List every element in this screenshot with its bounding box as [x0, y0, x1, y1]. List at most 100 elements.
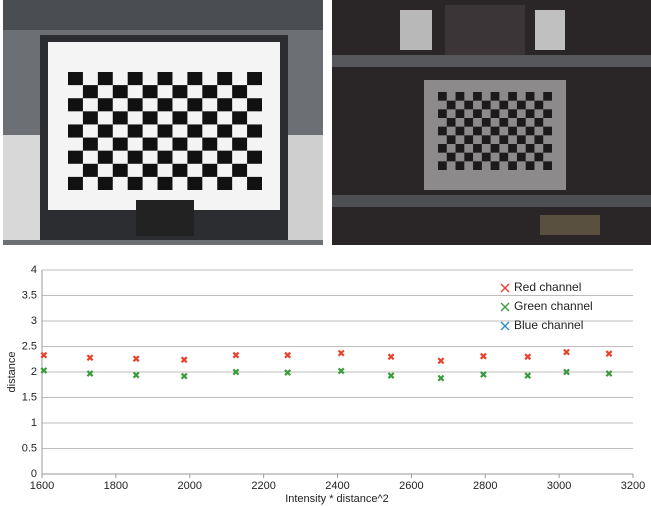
y-tick-label: 2.5	[22, 340, 37, 352]
checker-square	[456, 144, 465, 153]
checker-square	[98, 151, 113, 164]
checker-square	[473, 109, 482, 118]
checker-square	[98, 98, 113, 111]
x-tick-label: 2600	[399, 480, 423, 492]
checker-square	[526, 92, 535, 101]
checker-square	[456, 161, 465, 170]
checker-square	[543, 109, 552, 118]
x-tick-label: 1600	[30, 480, 54, 492]
shelf	[3, 0, 323, 30]
color-chart	[136, 200, 194, 236]
checker-square	[172, 164, 187, 177]
checker-square	[534, 153, 543, 162]
checker-square	[438, 92, 447, 101]
right-photo	[332, 0, 651, 245]
checker-square	[543, 92, 552, 101]
checker-square	[158, 124, 173, 137]
checker-square	[158, 98, 173, 111]
checker-square	[247, 72, 262, 85]
checker-square	[113, 111, 128, 124]
checker-square	[113, 164, 128, 177]
checker-square	[232, 85, 247, 98]
checker-square	[438, 144, 447, 153]
checker-square	[172, 138, 187, 151]
checker-square	[526, 127, 535, 136]
checker-square	[508, 92, 517, 101]
checker-square	[534, 135, 543, 144]
checker-square	[187, 151, 202, 164]
device	[400, 10, 432, 50]
checker-square	[98, 177, 113, 190]
checker-square	[158, 177, 173, 190]
checker-square	[438, 127, 447, 136]
checker-square	[232, 138, 247, 151]
checker-square	[508, 109, 517, 118]
shelf	[332, 195, 651, 207]
checker-square	[217, 98, 232, 111]
checker-square	[491, 127, 500, 136]
checker-square	[68, 98, 83, 111]
checker-square	[534, 118, 543, 127]
device	[535, 10, 565, 50]
checker-square	[491, 109, 500, 118]
checker-square	[473, 161, 482, 170]
checker-square	[247, 124, 262, 137]
legend: Red channelGreen channelBlue channel	[501, 280, 593, 332]
checker-square	[187, 98, 202, 111]
x-tick-label: 3200	[621, 480, 645, 492]
checker-square	[113, 138, 128, 151]
x-tick-label: 1800	[104, 480, 128, 492]
checker-square	[172, 111, 187, 124]
checker-square	[83, 85, 98, 98]
checker-square	[526, 161, 535, 170]
checker-square	[447, 101, 456, 110]
checker-square	[158, 72, 173, 85]
checker-square	[98, 72, 113, 85]
left-photo	[3, 0, 323, 245]
y-tick-label: 3	[31, 315, 37, 327]
checker-square	[202, 85, 217, 98]
checker-square	[491, 161, 500, 170]
checker-square	[247, 177, 262, 190]
checker-square	[517, 135, 526, 144]
checker-square	[508, 161, 517, 170]
color-chart	[445, 5, 525, 55]
legend-label: Red channel	[514, 280, 581, 294]
checker-square	[202, 164, 217, 177]
checker-square	[482, 118, 491, 127]
legend-label: Blue channel	[514, 318, 583, 332]
x-axis-label: Intensity * distance^2	[285, 493, 389, 505]
checker-square	[128, 151, 143, 164]
x-tick-label: 2000	[178, 480, 202, 492]
checker-square	[217, 177, 232, 190]
checker-square	[247, 151, 262, 164]
checker-square	[438, 161, 447, 170]
checker-square	[456, 92, 465, 101]
checker-square	[247, 98, 262, 111]
checker-square	[508, 127, 517, 136]
checker-square	[68, 177, 83, 190]
checker-square	[482, 101, 491, 110]
checker-square	[517, 118, 526, 127]
checker-square	[482, 153, 491, 162]
y-tick-label: 3.5	[22, 289, 37, 301]
y-tick-label: 1.5	[22, 391, 37, 403]
figure: distance Intensity * distance^2 Red chan…	[0, 0, 651, 506]
checker-square	[217, 124, 232, 137]
checker-square	[217, 151, 232, 164]
checker-square	[143, 164, 158, 177]
shelf	[332, 55, 651, 67]
checker-square	[499, 118, 508, 127]
checker-square	[464, 135, 473, 144]
checker-square	[543, 144, 552, 153]
x-tick-label: 2400	[325, 480, 349, 492]
checker-square	[491, 92, 500, 101]
checker-square	[447, 153, 456, 162]
checker-square	[499, 101, 508, 110]
checker-square	[517, 153, 526, 162]
checker-square	[143, 85, 158, 98]
checker-square	[143, 138, 158, 151]
checker-square	[68, 72, 83, 85]
checker-square	[83, 164, 98, 177]
checker-square	[232, 164, 247, 177]
